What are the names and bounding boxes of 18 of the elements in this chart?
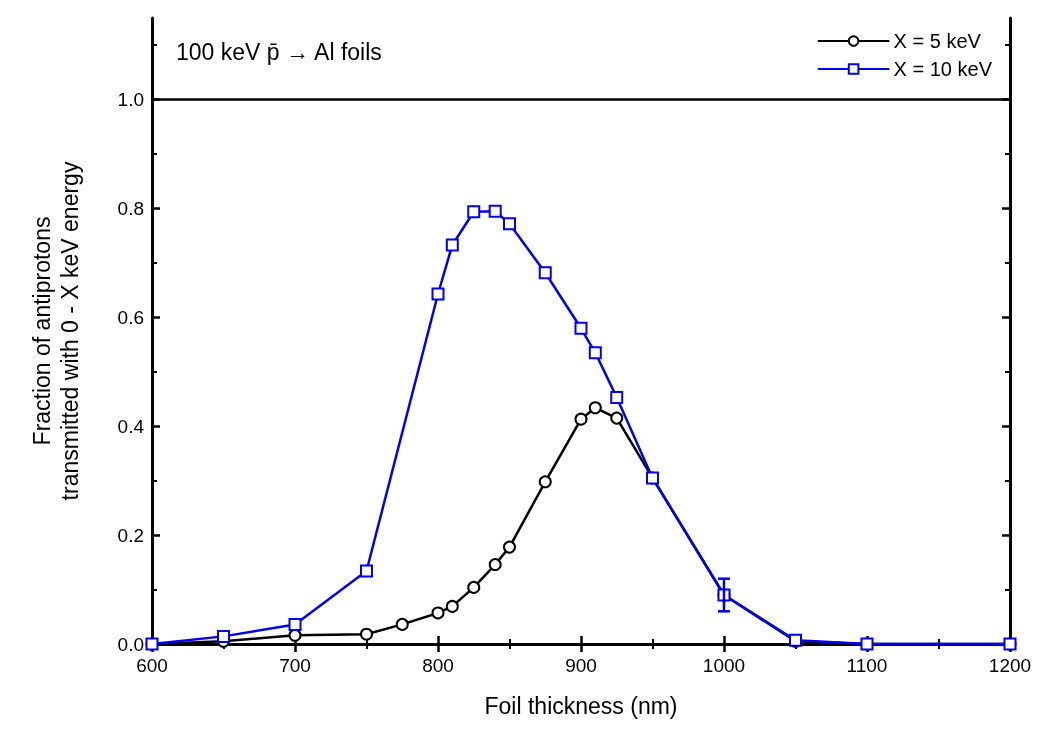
y-tick-label: 0.4 xyxy=(117,415,145,437)
x-tick-label: 800 xyxy=(422,655,454,676)
x-tick-label: 1100 xyxy=(846,655,888,676)
y-tick-label: 0.8 xyxy=(117,198,144,220)
x-tick-label: 1000 xyxy=(702,655,746,676)
y-tick-label: 0.0 xyxy=(117,633,144,655)
y-tick-label: 0.2 xyxy=(117,524,144,546)
x-tick-label: 900 xyxy=(565,655,597,676)
legend-label: X = 10 keV xyxy=(893,58,993,80)
y-tick-label: 0.6 xyxy=(117,306,144,328)
x-tick-label: 1200 xyxy=(988,655,1032,676)
y-axis-title: Fraction of antiprotons transmitted with 0 - X keV energy xyxy=(29,161,83,501)
x-tick-label: 600 xyxy=(136,655,168,676)
x-axis-title: Foil thickness (nm) xyxy=(484,692,678,719)
x-tick-label: 700 xyxy=(279,655,311,676)
y-tick-label: 1.0 xyxy=(117,89,144,111)
legend-label: X = 5 keV xyxy=(893,30,982,52)
annotation: 100 keV p̄ → Al foils xyxy=(176,38,382,65)
